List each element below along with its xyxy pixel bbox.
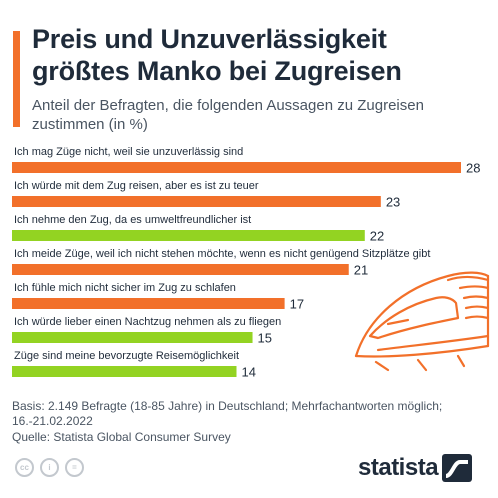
train-illustration xyxy=(354,271,490,372)
bar[interactable] xyxy=(12,230,365,241)
chart-title: Preis und Unzuverlässigkeit größtes Mank… xyxy=(32,24,402,86)
brand-name: statista xyxy=(358,454,439,481)
info-icon[interactable]: i xyxy=(40,458,59,477)
bar-chart: Ich mag Züge nicht, weil sie unzuverläss… xyxy=(12,146,480,380)
basis-note: Basis: 2.149 Befragte (18-85 Jahre) in D… xyxy=(12,399,443,428)
value-label: 14 xyxy=(242,365,256,380)
bar[interactable] xyxy=(12,298,285,309)
bar[interactable] xyxy=(12,332,253,343)
category-label: Ich würde mit dem Zug reisen, aber es is… xyxy=(14,180,259,192)
value-label: 15 xyxy=(258,331,272,346)
value-label: 21 xyxy=(354,263,368,278)
equals-icon[interactable]: = xyxy=(65,458,84,477)
title-accent-bar xyxy=(13,31,20,127)
cc-icon[interactable]: cc xyxy=(15,458,34,477)
bar[interactable] xyxy=(12,264,349,275)
category-label: Ich fühle mich nicht sicher im Zug zu sc… xyxy=(14,282,236,294)
category-label: Ich nehme den Zug, da es umweltfreundlic… xyxy=(14,214,251,226)
category-label: Züge sind meine bevorzugte Reisemöglichk… xyxy=(14,350,239,362)
value-label: 22 xyxy=(370,229,384,244)
value-label: 28 xyxy=(466,161,480,176)
bar[interactable] xyxy=(12,162,461,173)
category-label: Ich würde lieber einen Nachtzug nehmen a… xyxy=(14,316,281,328)
category-label: Ich mag Züge nicht, weil sie unzuverläss… xyxy=(14,146,243,158)
statista-logo[interactable]: statista xyxy=(358,454,473,482)
chart-subtitle: Anteil der Befragten, die folgenden Auss… xyxy=(32,97,424,133)
source-note: Quelle: Statista Global Consumer Survey xyxy=(12,430,231,444)
category-label: Ich meide Züge, weil ich nicht stehen mö… xyxy=(14,248,430,260)
bar[interactable] xyxy=(12,366,237,377)
value-label: 23 xyxy=(386,195,400,210)
license-icons: cc i = xyxy=(15,458,84,477)
value-label: 17 xyxy=(290,297,304,312)
statista-logo-icon xyxy=(442,454,473,482)
bar[interactable] xyxy=(12,196,381,207)
